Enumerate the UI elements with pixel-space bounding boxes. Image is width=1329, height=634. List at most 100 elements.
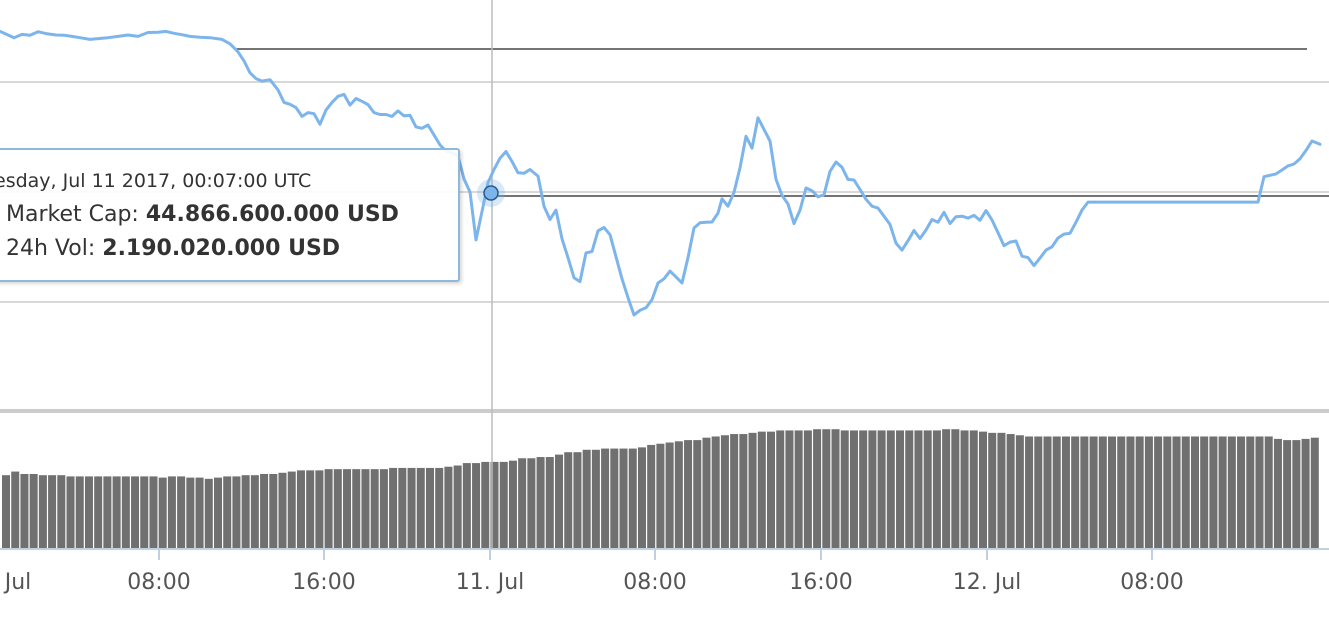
volume-bar: [1126, 436, 1135, 549]
volume-bar: [877, 430, 886, 549]
volume-bar: [776, 430, 785, 549]
volume-bar: [1043, 436, 1052, 549]
volume-bar: [1237, 436, 1246, 549]
volume-bar: [389, 467, 398, 549]
volume-bar: [48, 475, 57, 549]
volume-bar: [582, 449, 591, 549]
volume-bar: [462, 463, 471, 549]
volume-bar: [453, 465, 462, 549]
volume-bar: [1080, 436, 1089, 549]
volume-bar: [1273, 438, 1282, 549]
volume-bar: [269, 473, 278, 549]
x-tick-label: 08:00: [1120, 570, 1183, 595]
volume-bar: [407, 467, 416, 549]
volume-bar: [674, 441, 683, 549]
hover-marker[interactable]: [483, 185, 499, 201]
volume-bar: [131, 476, 140, 549]
volume-bar: [481, 461, 490, 549]
tooltip-date: esday, Jul 11 2017, 00:07:00 UTC: [0, 170, 312, 192]
volume-bar: [508, 460, 517, 549]
tooltip-market-cap-value: 44.866.600.000 USD: [145, 202, 399, 227]
volume-bar: [1246, 436, 1255, 549]
volume-bar: [1227, 436, 1236, 549]
volume-bar: [121, 476, 130, 549]
x-tick-label: 08:00: [127, 570, 190, 595]
volume-bar: [527, 458, 536, 549]
volume-bar: [140, 476, 149, 549]
volume-bar: [1061, 436, 1070, 549]
volume-bar: [997, 432, 1006, 549]
volume-bar: [730, 434, 739, 549]
volume-bar: [591, 449, 600, 549]
volume-bar: [29, 473, 38, 549]
volume-bar: [232, 476, 241, 549]
volume-bar: [1098, 436, 1107, 549]
volume-bar: [849, 430, 858, 549]
volume-bar: [1209, 436, 1218, 549]
volume-bar: [794, 430, 803, 549]
volume-bar: [978, 431, 987, 549]
volume-bar: [628, 448, 637, 549]
volume-bar: [702, 437, 711, 549]
volume-bar: [693, 440, 702, 549]
volume-bar: [1117, 436, 1126, 549]
volume-bar: [610, 448, 619, 549]
volume-bar: [720, 435, 729, 549]
volume-bar: [1200, 436, 1209, 549]
volume-bar: [711, 436, 720, 549]
volume-bar: [11, 471, 20, 549]
volume-bar: [1163, 436, 1172, 549]
volume-bar: [564, 452, 573, 549]
volume-bar: [425, 467, 434, 549]
volume-bar: [757, 431, 766, 549]
volume-bar: [260, 473, 269, 549]
volume-bar: [38, 475, 47, 549]
volume-bar: [1264, 436, 1273, 549]
volume-bar: [296, 470, 305, 549]
volume-bar: [1015, 435, 1024, 549]
volume-bar: [536, 457, 545, 549]
volume-bar: [324, 469, 333, 549]
volume-bar: [186, 477, 195, 549]
tooltip-market-cap: Market Cap: 44.866.600.000 USD: [6, 202, 399, 227]
volume-bar: [84, 476, 93, 549]
market-cap-line[interactable]: [0, 29, 1322, 317]
tooltip-volume-label: 24h Vol:: [6, 236, 96, 261]
tooltip-volume: 24h Vol: 2.190.020.000 USD: [6, 236, 340, 261]
volume-bar: [213, 477, 223, 549]
volume-bar: [766, 431, 776, 549]
volume-bar: [57, 475, 66, 549]
volume-bar: [813, 429, 822, 549]
volume-bar: [361, 469, 370, 549]
volume-bar: [177, 476, 186, 549]
data-tooltip: esday, Jul 11 2017, 00:07:00 UTC Market …: [0, 148, 460, 282]
volume-bar: [241, 475, 250, 549]
volume-bar: [112, 476, 121, 549]
volume-bar: [490, 461, 499, 549]
volume-bar: [1292, 440, 1301, 549]
volume-bar: [195, 477, 204, 549]
volume-bar: [951, 429, 960, 549]
tooltip-market-cap-label: Market Cap:: [6, 202, 139, 227]
volume-bar: [1172, 436, 1181, 549]
volume-bar: [573, 452, 582, 549]
volume-bar: [868, 430, 877, 549]
volume-bar: [647, 444, 656, 549]
volume-bar: [75, 476, 84, 549]
x-tick-label: Jul: [3, 570, 32, 595]
x-tick-label: 16:00: [789, 570, 852, 595]
volume-bar: [1034, 436, 1043, 549]
volume-bar: [94, 476, 103, 549]
volume-bar: [223, 476, 232, 549]
volume-bar: [315, 470, 324, 549]
volume-bar: [1108, 436, 1117, 549]
volume-bar: [149, 476, 158, 549]
volume-bar: [1310, 437, 1319, 549]
volume-bar: [278, 472, 287, 549]
volume-bar: [601, 448, 610, 549]
volume-bar: [158, 477, 167, 549]
volume-bar: [914, 430, 923, 549]
volume-bar: [1255, 436, 1264, 549]
x-tick-label: 11. Jul: [456, 570, 525, 595]
